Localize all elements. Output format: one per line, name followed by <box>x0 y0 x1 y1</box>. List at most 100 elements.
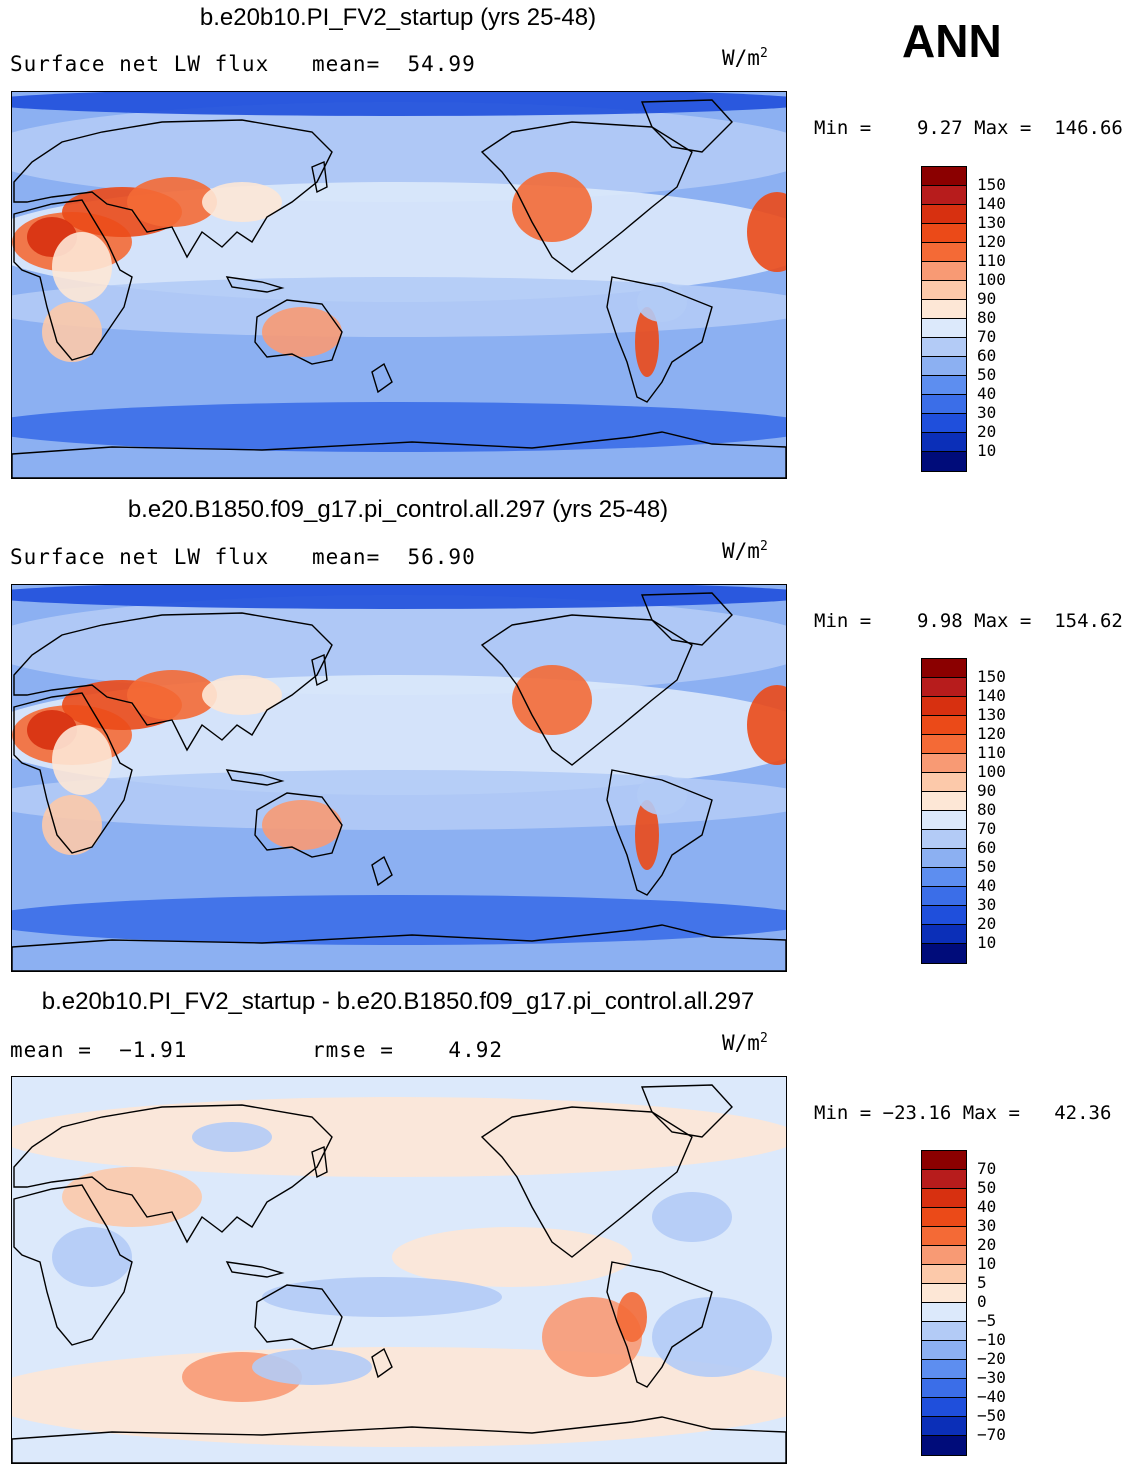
colorbar-swatch <box>922 1303 966 1322</box>
colorbar-swatch <box>922 433 966 452</box>
panel-3-map <box>11 1076 787 1464</box>
colorbar-swatch <box>922 925 966 944</box>
colorbar-swatch <box>922 1398 966 1417</box>
colorbar-tick-label: 10 <box>977 441 997 460</box>
panel-1-colorbar-labels: 150 140 130 120 110 100 90 80 70 60 50 40 30 20 10 <box>977 175 1006 460</box>
panel-1-min-max: Min = 9.27 Max = 146.66 <box>814 117 1123 139</box>
panel-1-units: W/m2 <box>722 46 768 70</box>
colorbar-tick-label: 80 <box>977 308 997 327</box>
colorbar-tick-label: 0 <box>977 1292 987 1311</box>
colorbar-swatch <box>922 376 966 395</box>
colorbar-swatch <box>922 1227 966 1246</box>
panel-1-colorbar <box>921 166 967 472</box>
colorbar-swatch <box>922 849 966 868</box>
panel-2-colorbar-labels: 150 140 130 120 110 100 90 80 70 60 50 40 30 20 10 <box>977 667 1006 952</box>
colorbar-swatch <box>922 1341 966 1360</box>
panel-1-map-svg <box>12 92 786 478</box>
panel-2-map <box>11 584 787 972</box>
panel-2-min-max: Min = 9.98 Max = 154.62 <box>814 610 1123 632</box>
colorbar-tick-label: 50 <box>977 365 997 384</box>
panel-3-rmse-label: rmse = 4.92 <box>312 1038 504 1062</box>
colorbar-swatch <box>922 735 966 754</box>
colorbar-swatch <box>922 773 966 792</box>
colorbar-swatch <box>922 659 966 678</box>
colorbar-swatch <box>922 224 966 243</box>
panel-1-title: b.e20b10.PI_FV2_startup (yrs 25-48) <box>199 4 597 31</box>
colorbar-swatch <box>922 678 966 697</box>
panel-3-units: W/m2 <box>722 1031 768 1055</box>
colorbar-tick-label: 140 <box>977 686 1006 705</box>
colorbar-swatch <box>922 338 966 357</box>
panel-3-colorbar <box>921 1150 967 1456</box>
colorbar-swatch <box>922 1246 966 1265</box>
colorbar-tick-label: 70 <box>977 1159 997 1178</box>
colorbar-swatch <box>922 1170 966 1189</box>
colorbar-swatch <box>922 319 966 338</box>
colorbar-tick-label: −5 <box>977 1311 997 1330</box>
colorbar-swatch <box>922 205 966 224</box>
panel-2-mean-label: mean= 56.90 <box>312 545 476 569</box>
colorbar-swatch <box>922 716 966 735</box>
colorbar-swatch <box>922 243 966 262</box>
panel-3-colorbar-labels: 70 50 40 30 20 10 5 0 −5 −10 −20 −30 −40 −50 −70 <box>977 1159 1006 1444</box>
panel-2-variable-label: Surface net LW flux <box>10 545 270 569</box>
colorbar-swatch <box>922 1284 966 1303</box>
colorbar-tick-label: 90 <box>977 289 997 308</box>
colorbar-swatch <box>922 1436 966 1455</box>
colorbar-swatch <box>922 300 966 319</box>
colorbar-tick-label: 150 <box>977 667 1006 686</box>
colorbar-tick-label: 40 <box>977 384 997 403</box>
season-label: ANN <box>902 15 1002 67</box>
panel-1-map <box>11 91 787 479</box>
colorbar-swatch <box>922 887 966 906</box>
colorbar-tick-label: 120 <box>977 232 1006 251</box>
colorbar-swatch <box>922 868 966 887</box>
colorbar-swatch <box>922 1322 966 1341</box>
colorbar-tick-label: 40 <box>977 876 997 895</box>
colorbar-swatch <box>922 167 966 186</box>
colorbar-tick-label: 70 <box>977 819 997 838</box>
panel-2-colorbar <box>921 658 967 964</box>
colorbar-tick-label: 50 <box>977 1178 997 1197</box>
panel-1-variable-label: Surface net LW flux <box>10 52 270 76</box>
colorbar-tick-label: 80 <box>977 800 997 819</box>
colorbar-tick-label: 100 <box>977 762 1006 781</box>
colorbar-swatch <box>922 944 966 963</box>
colorbar-tick-label: 140 <box>977 194 1006 213</box>
colorbar-tick-label: −40 <box>977 1387 1006 1406</box>
colorbar-tick-label: 60 <box>977 346 997 365</box>
colorbar-swatch <box>922 697 966 716</box>
colorbar-swatch <box>922 262 966 281</box>
panel-2-title: b.e20.B1850.f09_g17.pi_control.all.297 (… <box>127 496 669 523</box>
colorbar-tick-label: 40 <box>977 1197 997 1216</box>
colorbar-tick-label: 150 <box>977 175 1006 194</box>
colorbar-tick-label: 20 <box>977 422 997 441</box>
panel-2-units: W/m2 <box>722 539 768 563</box>
colorbar-swatch <box>922 1379 966 1398</box>
colorbar-swatch <box>922 792 966 811</box>
colorbar-swatch <box>922 1189 966 1208</box>
colorbar-tick-label: 10 <box>977 933 997 952</box>
colorbar-tick-label: −50 <box>977 1406 1006 1425</box>
colorbar-tick-label: 50 <box>977 857 997 876</box>
colorbar-tick-label: 110 <box>977 251 1006 270</box>
colorbar-tick-label: 20 <box>977 914 997 933</box>
panel-3-title: b.e20b10.PI_FV2_startup - b.e20.B1850.f0… <box>41 988 755 1015</box>
panel-2-map-svg <box>12 585 786 971</box>
colorbar-swatch <box>922 414 966 433</box>
panel-3-min-max: Min = −23.16 Max = 42.36 <box>814 1102 1112 1124</box>
colorbar-tick-label: 60 <box>977 838 997 857</box>
colorbar-swatch <box>922 754 966 773</box>
colorbar-tick-label: 5 <box>977 1273 987 1292</box>
colorbar-tick-label: 30 <box>977 403 997 422</box>
colorbar-tick-label: −30 <box>977 1368 1006 1387</box>
colorbar-swatch <box>922 1151 966 1170</box>
panel-3-map-svg <box>12 1077 786 1463</box>
panel-1-mean-label: mean= 54.99 <box>312 52 476 76</box>
panel-3-mean-label: mean = −1.91 <box>10 1038 188 1062</box>
colorbar-tick-label: 10 <box>977 1254 997 1273</box>
colorbar-tick-label: 30 <box>977 1216 997 1235</box>
colorbar-swatch <box>922 1360 966 1379</box>
colorbar-tick-label: 90 <box>977 781 997 800</box>
colorbar-swatch <box>922 1417 966 1436</box>
